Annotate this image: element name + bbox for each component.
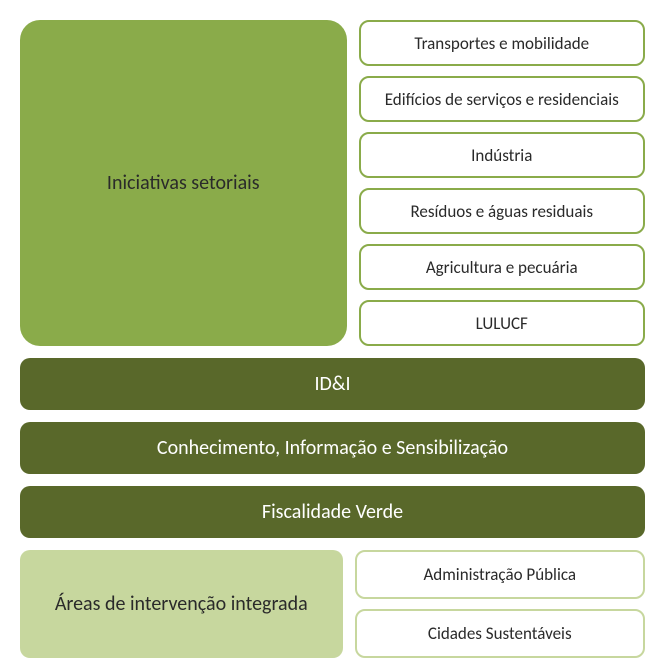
sector-items-column: Transportes e mobilidade Edifícios de se… (359, 20, 646, 346)
areas-row: Áreas de intervenção integrada Administr… (20, 550, 645, 658)
areas-item: Administração Pública (355, 550, 646, 599)
areas-item-label: Cidades Sustentáveis (428, 623, 572, 644)
areas-items-column: Administração Pública Cidades Sustentáve… (355, 550, 646, 658)
areas-title: Áreas de intervenção integrada (55, 592, 308, 617)
sector-title: Iniciativas setoriais (107, 171, 260, 195)
wide-bar-label: Fiscalidade Verde (262, 500, 403, 524)
sector-item: Transportes e mobilidade (359, 20, 646, 66)
diagram-root: Iniciativas setoriais Transportes e mobi… (20, 20, 645, 658)
wide-bar-label: ID&I (314, 372, 350, 396)
areas-item: Cidades Sustentáveis (355, 609, 646, 658)
wide-bar-label: Conhecimento, Informação e Sensibilizaçã… (157, 436, 508, 460)
areas-item-label: Administração Pública (423, 564, 576, 585)
areas-main-box: Áreas de intervenção integrada (20, 550, 343, 658)
sector-item-label: Agricultura e pecuária (426, 257, 578, 278)
sector-item: Resíduos e águas residuais (359, 188, 646, 234)
wide-bar: Fiscalidade Verde (20, 486, 645, 538)
sector-row: Iniciativas setoriais Transportes e mobi… (20, 20, 645, 346)
wide-bar: ID&I (20, 358, 645, 410)
sector-item-label: Edifícios de serviços e residenciais (385, 89, 619, 110)
sector-item: Agricultura e pecuária (359, 244, 646, 290)
sector-item-label: LULUCF (476, 313, 528, 334)
sector-item: Indústria (359, 132, 646, 178)
sector-item-label: Resíduos e águas residuais (410, 201, 593, 222)
wide-bar: Conhecimento, Informação e Sensibilizaçã… (20, 422, 645, 474)
sector-item-label: Indústria (471, 145, 532, 166)
sector-item: LULUCF (359, 300, 646, 346)
sector-item-label: Transportes e mobilidade (414, 33, 589, 54)
sector-item: Edifícios de serviços e residenciais (359, 76, 646, 122)
sector-main-box: Iniciativas setoriais (20, 20, 347, 346)
